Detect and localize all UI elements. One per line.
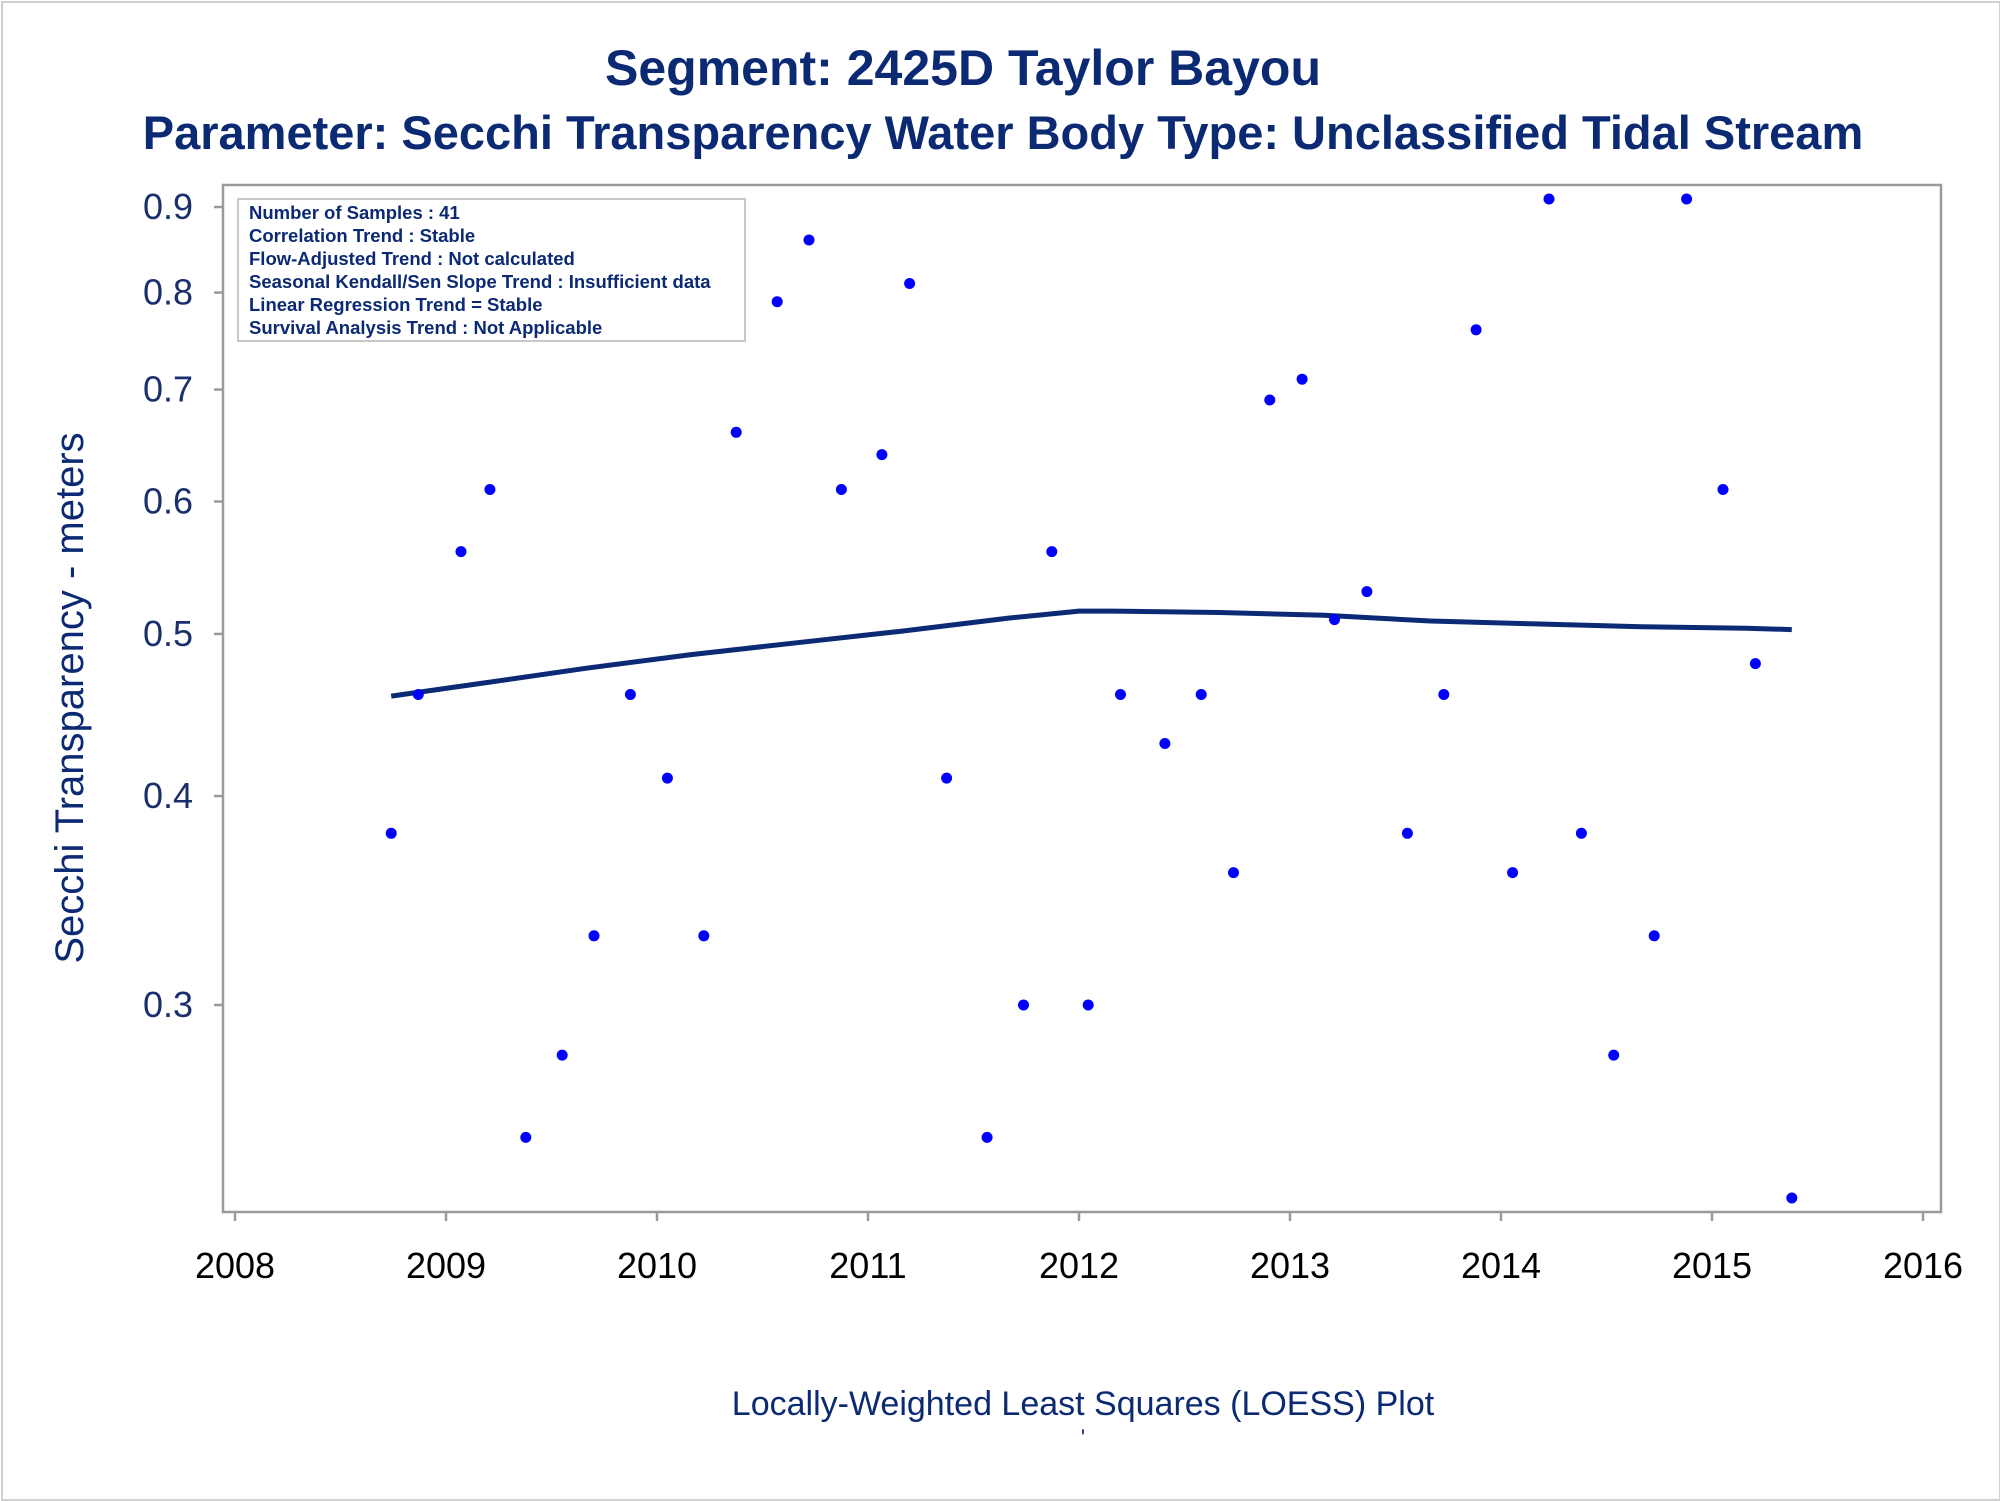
data-point [1470, 324, 1482, 336]
y-tick-label: 0.9 [143, 186, 193, 227]
y-tick-label: 0.4 [143, 775, 193, 816]
y-axis-label: Secchi Transparency - meters [48, 432, 92, 963]
data-point [520, 1131, 532, 1143]
data-point [730, 426, 742, 438]
data-point [1749, 658, 1761, 670]
info-line-correlation: Correlation Trend : Stable [249, 225, 475, 246]
info-line-samples: Number of Samples : 41 [249, 202, 460, 223]
data-point [1717, 484, 1729, 495]
loess-series [390, 608, 1792, 699]
data-point [1507, 867, 1519, 879]
data-point [876, 449, 888, 461]
data-point [1195, 689, 1207, 700]
data-point [1681, 193, 1693, 205]
data-point [835, 484, 847, 495]
data-point [1018, 999, 1029, 1011]
y-tick-label: 0.8 [143, 272, 193, 313]
data-point [1115, 689, 1126, 700]
loess-line [390, 608, 1792, 699]
data-point [1575, 827, 1587, 839]
sample-points [385, 193, 1798, 1204]
data-point [1296, 373, 1308, 385]
data-point [412, 689, 424, 700]
y-tick-label: 0.6 [143, 481, 193, 522]
chart-title: Segment: 2425D Taylor Bayou [605, 40, 1321, 96]
y-tick-label: 0.5 [143, 613, 193, 654]
data-point [1159, 738, 1171, 749]
data-point [1543, 193, 1555, 205]
loess-chart: Segment: 2425D Taylor Bayou Parameter: S… [48, 40, 1963, 1450]
y-tick-label: 0.3 [143, 984, 193, 1025]
x-tick-label: 2016 [1883, 1245, 1963, 1286]
info-line-survival: Survival Analysis Trend : Not Applicable [249, 317, 602, 338]
data-point [624, 689, 636, 700]
data-point [1361, 586, 1373, 598]
x-tick-label: 2011 [829, 1245, 906, 1286]
data-point [1608, 1049, 1620, 1061]
data-point [556, 1049, 568, 1061]
x-tick-label: 2010 [617, 1245, 697, 1286]
data-point [1228, 867, 1239, 879]
x-axis-label: Locally-Weighted Least Squares (LOESS) P… [732, 1385, 1435, 1423]
data-point [1401, 827, 1413, 839]
data-point [484, 484, 496, 495]
footer-mark: ' [1081, 1425, 1085, 1450]
x-tick-label: 2009 [406, 1245, 486, 1286]
data-point [661, 772, 673, 784]
data-point [1264, 394, 1276, 406]
y-tick-label: 0.7 [143, 369, 193, 410]
data-point [1438, 689, 1450, 700]
data-point [904, 278, 916, 289]
info-line-linear-regression: Linear Regression Trend = Stable [249, 294, 543, 315]
info-line-flow-adjusted: Flow-Adjusted Trend : Not calculated [249, 248, 575, 269]
data-point [981, 1131, 993, 1143]
data-point [803, 234, 815, 246]
data-point [771, 296, 783, 308]
data-point [1082, 999, 1094, 1011]
data-point [698, 930, 710, 942]
info-box-border [237, 198, 746, 342]
data-point [588, 930, 600, 942]
data-point [1786, 1192, 1798, 1204]
data-point [1046, 546, 1058, 558]
x-tick-label: 2012 [1039, 1245, 1119, 1286]
info-line-seasonal-kendall: Seasonal Kendall/Sen Slope Trend : Insuf… [249, 271, 711, 292]
x-tick-label: 2013 [1250, 1245, 1330, 1286]
chart-subtitle: Parameter: Secchi Transparency Water Bod… [143, 106, 1864, 159]
data-point [941, 772, 953, 784]
data-point [1648, 930, 1660, 942]
data-point [1329, 614, 1340, 626]
y-axis: 0.3 0.4 0.5 0.6 0.7 0.8 0.9 [143, 186, 223, 1025]
x-tick-label: 2014 [1461, 1245, 1541, 1286]
data-point [455, 546, 467, 558]
x-tick-label: 2008 [195, 1245, 275, 1286]
info-box: Number of Samples : 41 Correlation Trend… [237, 198, 746, 342]
x-tick-label: 2015 [1672, 1245, 1752, 1286]
data-point [385, 827, 397, 839]
plot-area [221, 183, 1943, 1214]
x-axis: 2008 2009 2010 2011 2012 2013 2014 2015 2016 [195, 1212, 1963, 1286]
